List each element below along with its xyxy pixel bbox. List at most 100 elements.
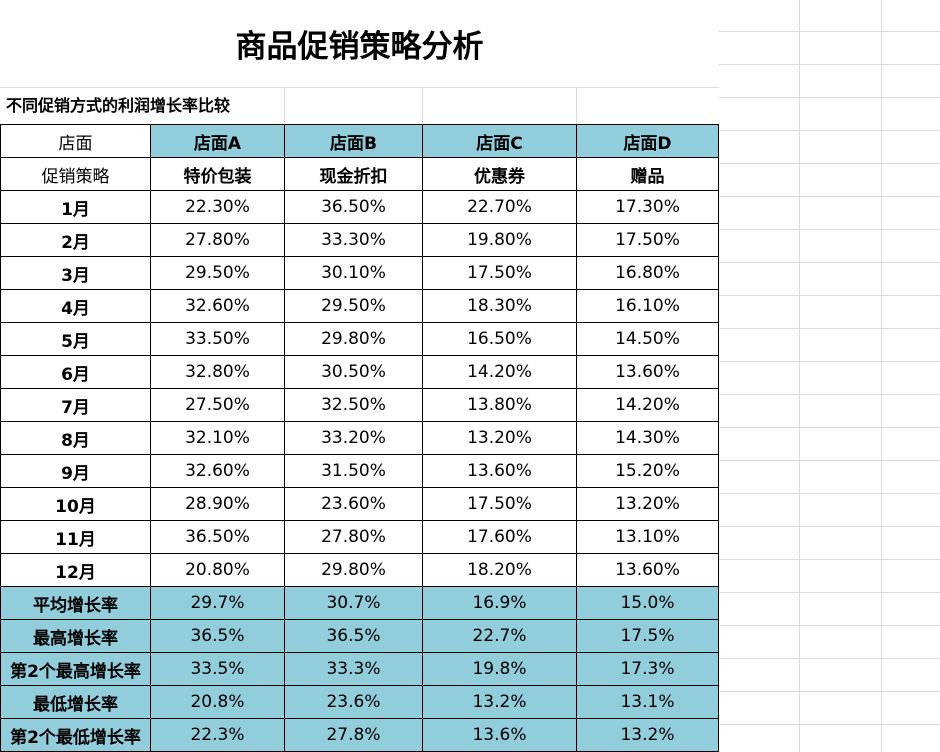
table-cell[interactable]: 14.30% [576,421,719,455]
month-row-label[interactable]: 12月 [0,553,151,587]
table-cell[interactable]: 13.2% [576,718,719,752]
table-cell[interactable]: 17.50% [422,487,577,521]
month-row-label[interactable]: 9月 [0,454,151,488]
table-cell[interactable]: 13.6% [422,718,577,752]
page-title[interactable]: 商品促销策略分析 [0,0,719,88]
table-cell[interactable]: 16.50% [422,322,577,356]
table-cell[interactable]: 33.5% [150,652,285,686]
stat-row-label[interactable]: 最低增长率 [0,685,151,719]
table-cell[interactable]: 13.2% [422,685,577,719]
month-row-label[interactable]: 4月 [0,289,151,323]
strategy-c-cell[interactable]: 优惠券 [422,157,577,191]
table-cell[interactable]: 36.5% [284,619,423,653]
table-cell[interactable]: 23.6% [284,685,423,719]
table-cell[interactable]: 30.7% [284,586,423,620]
month-row-label[interactable]: 11月 [0,520,151,554]
table-cell[interactable]: 36.50% [284,190,423,224]
table-cell[interactable]: 22.30% [150,190,285,224]
table-cell[interactable]: 29.50% [284,289,423,323]
month-row-label[interactable]: 7月 [0,388,151,422]
strategy-d-cell[interactable]: 赠品 [576,157,719,191]
month-row-label[interactable]: 1月 [0,190,151,224]
table-cell[interactable]: 17.3% [576,652,719,686]
table-cell[interactable]: 20.80% [150,553,285,587]
table-cell[interactable]: 36.50% [150,520,285,554]
table-cell[interactable]: 15.0% [576,586,719,620]
table-cell[interactable]: 33.30% [284,223,423,257]
cell-divider [422,88,423,124]
table-cell[interactable]: 22.70% [422,190,577,224]
table-cell[interactable]: 23.60% [284,487,423,521]
store-d-header[interactable]: 店面D [576,124,719,158]
table-cell[interactable]: 31.50% [284,454,423,488]
table-cell[interactable]: 18.20% [422,553,577,587]
table-cell[interactable]: 32.10% [150,421,285,455]
table-cell[interactable]: 19.80% [422,223,577,257]
table-cell[interactable]: 17.5% [576,619,719,653]
table-cell[interactable]: 17.50% [422,256,577,290]
table-cell[interactable]: 13.80% [422,388,577,422]
table-cell[interactable]: 13.1% [576,685,719,719]
table-cell[interactable]: 22.7% [422,619,577,653]
table-cell[interactable]: 20.8% [150,685,285,719]
table-cell[interactable]: 33.50% [150,322,285,356]
table-cell[interactable]: 13.20% [422,421,577,455]
stat-row-label[interactable]: 最高增长率 [0,619,151,653]
table-cell[interactable]: 29.80% [284,553,423,587]
table-cell[interactable]: 32.60% [150,289,285,323]
table-cell[interactable]: 30.50% [284,355,423,389]
table-cell[interactable]: 13.60% [422,454,577,488]
table-subtitle[interactable]: 不同促销方式的利润增长率比较 [0,88,719,124]
stat-row: 最高增长率 36.5% 36.5% 22.7% 17.5% [0,619,719,653]
strategy-label-cell[interactable]: 促销策略 [0,157,151,191]
month-row-label[interactable]: 10月 [0,487,151,521]
store-a-header[interactable]: 店面A [150,124,285,158]
store-label-cell[interactable]: 店面 [0,124,151,158]
table-cell[interactable]: 18.30% [422,289,577,323]
stat-row-label[interactable]: 第2个最高增长率 [0,652,151,686]
table-cell[interactable]: 14.20% [576,388,719,422]
table-cell[interactable]: 29.7% [150,586,285,620]
table-cell[interactable]: 16.9% [422,586,577,620]
table-cell[interactable]: 27.80% [284,520,423,554]
cell-divider [576,88,577,124]
table-cell[interactable]: 27.8% [284,718,423,752]
month-row-label[interactable]: 8月 [0,421,151,455]
table-cell[interactable]: 32.50% [284,388,423,422]
stat-row-label[interactable]: 平均增长率 [0,586,151,620]
store-b-header[interactable]: 店面B [284,124,423,158]
table-cell[interactable]: 14.50% [576,322,719,356]
table-cell[interactable]: 16.10% [576,289,719,323]
month-row-label[interactable]: 3月 [0,256,151,290]
table-cell[interactable]: 33.3% [284,652,423,686]
table-cell[interactable]: 27.50% [150,388,285,422]
table-cell[interactable]: 33.20% [284,421,423,455]
table-cell[interactable]: 15.20% [576,454,719,488]
month-row-label[interactable]: 5月 [0,322,151,356]
table-cell[interactable]: 16.80% [576,256,719,290]
table-cell[interactable]: 19.8% [422,652,577,686]
table-cell[interactable]: 29.80% [284,322,423,356]
table-cell[interactable]: 14.20% [422,355,577,389]
table-cell[interactable]: 32.80% [150,355,285,389]
month-row-label[interactable]: 6月 [0,355,151,389]
store-c-header[interactable]: 店面C [422,124,577,158]
table-cell[interactable]: 29.50% [150,256,285,290]
table-cell[interactable]: 17.50% [576,223,719,257]
table-cell[interactable]: 32.60% [150,454,285,488]
table-cell[interactable]: 13.10% [576,520,719,554]
stat-row-label[interactable]: 第2个最低增长率 [0,718,151,752]
table-cell[interactable]: 36.5% [150,619,285,653]
table-cell[interactable]: 27.80% [150,223,285,257]
strategy-b-cell[interactable]: 现金折扣 [284,157,423,191]
table-cell[interactable]: 30.10% [284,256,423,290]
table-cell[interactable]: 28.90% [150,487,285,521]
table-cell[interactable]: 22.3% [150,718,285,752]
table-cell[interactable]: 17.60% [422,520,577,554]
table-cell[interactable]: 13.20% [576,487,719,521]
table-cell[interactable]: 13.60% [576,355,719,389]
table-cell[interactable]: 17.30% [576,190,719,224]
table-cell[interactable]: 13.60% [576,553,719,587]
strategy-a-cell[interactable]: 特价包装 [150,157,285,191]
month-row-label[interactable]: 2月 [0,223,151,257]
